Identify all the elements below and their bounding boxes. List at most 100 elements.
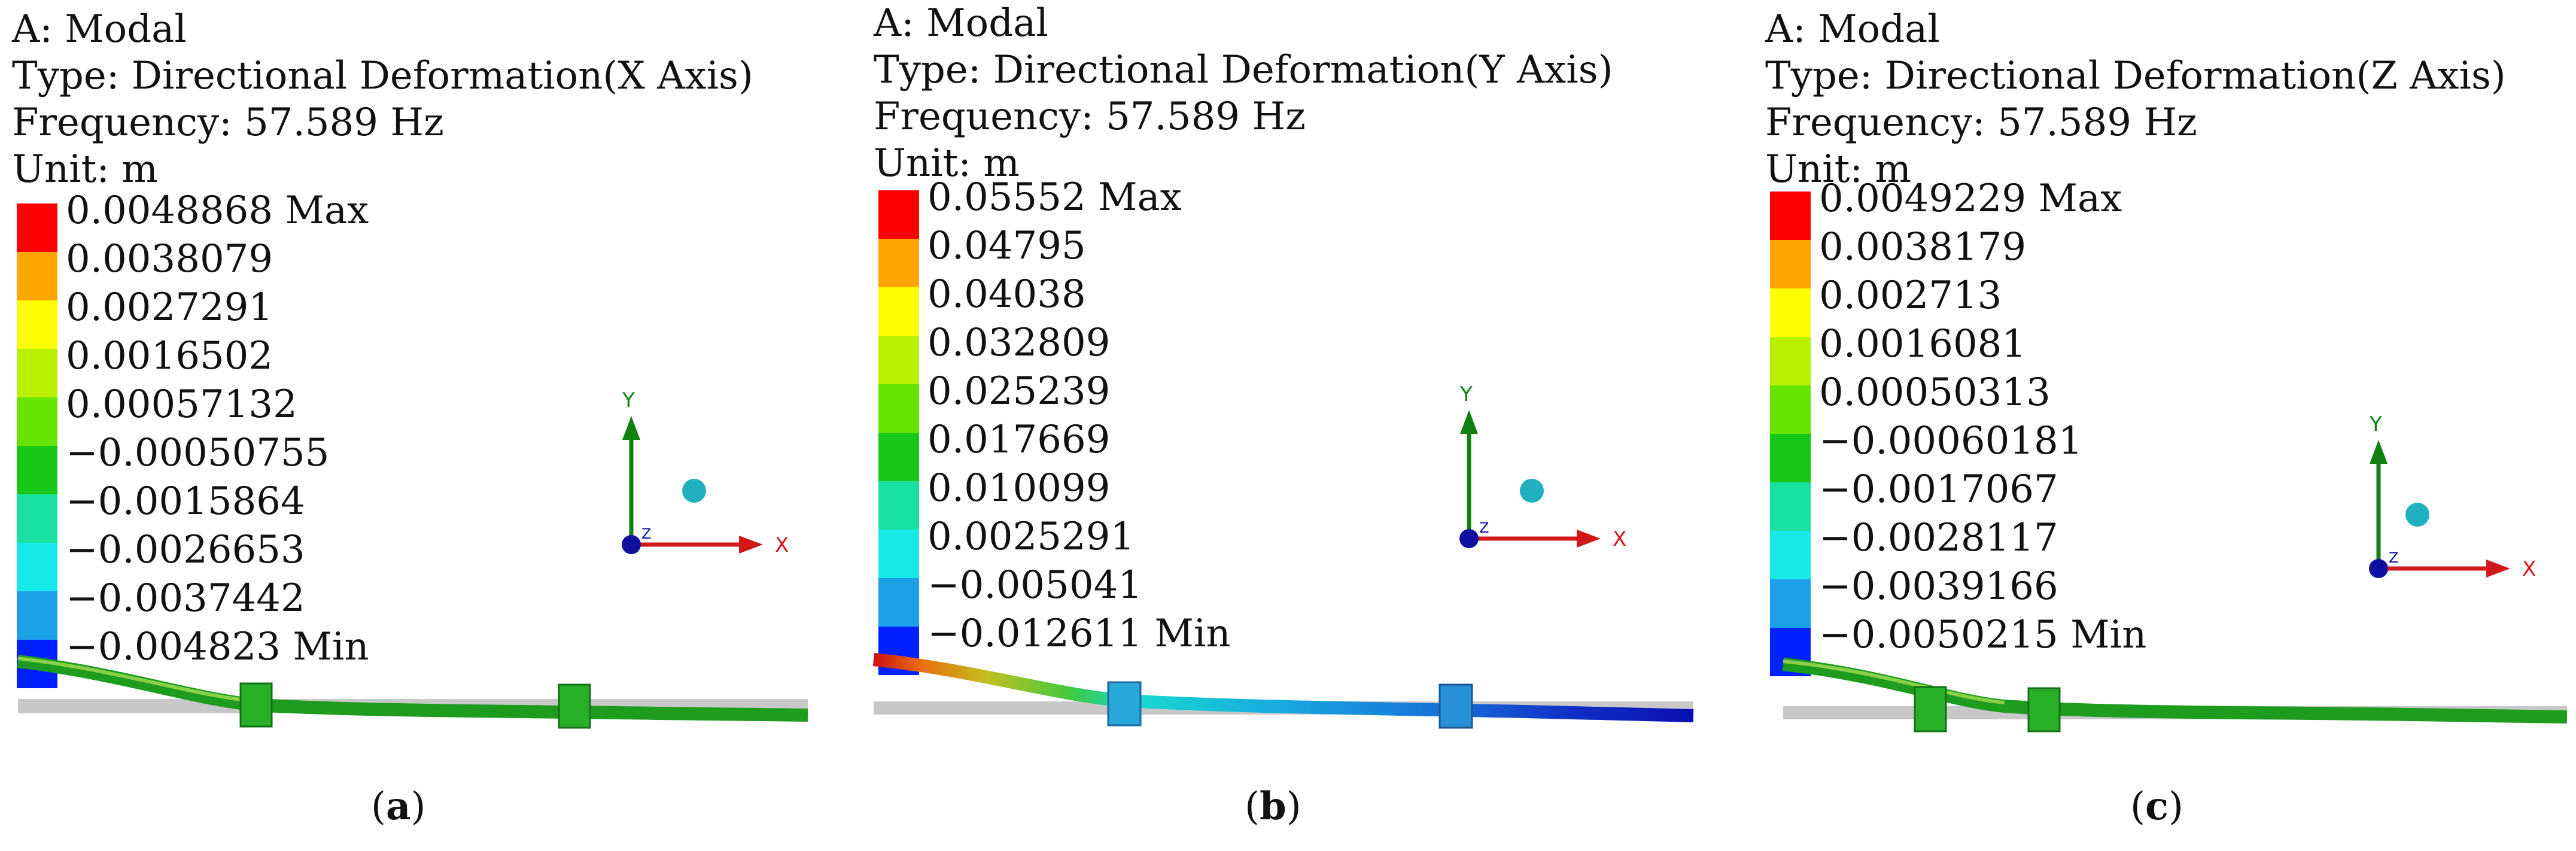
legend-swatch [878,433,919,481]
legend-value: 0.032809 [927,321,1111,365]
legend-value: 0.0016081 [1819,322,2027,366]
legend-value: 0.0049229 Max [1819,177,2122,221]
legend-swatch [17,397,57,446]
bearing-1 [1107,681,1142,727]
legend-swatch [878,384,919,433]
legend-value: 0.017669 [927,418,1111,462]
result-type: Type: Directional Deformation(Z Axis) [1765,54,2506,98]
legend-swatch [17,300,57,349]
result-type: Type: Directional Deformation(X Axis) [12,54,753,98]
beam-highlight [17,657,258,703]
x-axis-arrowhead [2486,560,2510,578]
legend-value: −0.0050215 Min [1819,613,2147,657]
legend-swatch [878,287,919,336]
frequency-label: Frequency: 57.589 Hz [1765,101,2197,145]
y-axis-arrowhead [1460,410,1478,434]
y-axis-arrowhead [622,416,640,440]
legend-value: −0.012611 Min [927,612,1231,656]
legend-swatch [878,239,919,287]
legend-value: −0.00050755 [66,431,330,475]
x-axis-label: X [1613,527,1626,551]
result-header: A: Modal Type: Directional Deformation(Z… [1765,6,2506,193]
legend-value: 0.002713 [1819,273,2002,318]
x-axis-label: X [2522,557,2536,581]
analysis-name: A: Modal [12,7,187,51]
coordinate-triad: Y X Z [1459,382,1626,551]
beam [872,653,1694,722]
legend-value: −0.0028117 [1819,516,2058,560]
legend-value: 0.0027291 [66,285,273,330]
legend-swatch [1770,288,1811,337]
legend-swatch [17,252,57,300]
legend-swatch [17,591,57,640]
legend-value: −0.005041 [927,563,1142,607]
color-legend: 0.0049229 Max 0.0038179 0.002713 0.0016081 0… [1770,180,2146,676]
legend-value: −0.0026653 [66,528,305,572]
color-legend: 0.05552 Max 0.04795 0.04038 0.032809 0.02523… [878,178,1237,675]
legend-swatch [17,543,57,591]
z-axis-label: Z [641,525,651,542]
legend-value: 0.00050313 [1819,370,2051,415]
analysis-name: A: Modal [874,1,1048,45]
legend-value: 0.04038 [927,272,1086,317]
legend-value: 0.010099 [927,466,1111,510]
color-legend: 0.0048868 Max 0.0038079 0.0027291 0.0016502… [17,192,376,688]
legend-swatch [17,494,57,543]
legend-swatch [17,349,57,397]
analysis-name: A: Modal [1765,7,1940,51]
caption-b: (b) [1245,784,1301,829]
legend-swatch [878,578,919,627]
legend-value: −0.0039166 [1819,564,2058,609]
result-type: Type: Directional Deformation(Y Axis) [874,48,1613,92]
legend-value: 0.0048868 Max [66,189,369,233]
legend-value: 0.05552 Max [927,175,1182,220]
bearing-1 [1914,686,1947,733]
unit-label: Unit: m [12,147,158,192]
x-axis-label: X [775,533,789,557]
legend-swatch [1770,434,1811,482]
legend-value: 0.0025291 [927,515,1135,559]
legend-swatch [1770,240,1811,288]
legend-swatch [878,336,919,384]
deformed-model [17,655,808,729]
z-axis-dot [1459,529,1479,548]
triad-sphere [682,479,706,503]
legend-swatch [17,203,57,252]
y-axis-arrowhead [2370,440,2388,464]
bearing-2 [1438,683,1473,729]
frequency-label: Frequency: 57.589 Hz [12,101,444,145]
legend-swatch [1770,482,1811,531]
legend-value: 0.0038079 [66,237,273,281]
deformed-model [1782,658,2568,733]
beam [17,655,808,722]
legend-swatch [1770,579,1811,628]
unit-label: Unit: m [874,141,1020,186]
caption-a: (a) [371,784,426,829]
beam-highlight [1783,659,2005,704]
y-axis-label: Y [1459,382,1473,406]
z-axis-label: Z [2389,549,2398,566]
legend-value: −0.0017067 [1819,467,2058,512]
deformed-model [872,653,1694,729]
legend-value: 0.025239 [927,369,1111,414]
y-axis-label: Y [2369,412,2382,436]
y-axis-label: Y [622,388,635,412]
z-axis-label: Z [1479,519,1489,536]
legend-value: −0.0015864 [66,479,305,524]
legend-swatch [878,530,919,578]
triad-sphere [2405,503,2429,527]
legend-value: 0.04795 [927,224,1086,268]
triad-sphere [1520,479,1544,503]
legend-value: 0.0016502 [66,334,273,378]
panel-b: A: Modal Type: Directional Deformation(Y… [862,0,1732,851]
x-axis-arrowhead [739,536,763,554]
bearing-2 [558,683,591,729]
z-axis-dot [2369,559,2388,578]
caption-c: (c) [2130,784,2183,829]
z-axis-dot [622,535,641,554]
legend-swatch [17,446,57,494]
legend-value: −0.004823 Min [66,625,369,669]
legend-swatch [1770,531,1811,579]
coordinate-triad: Y X Z [2369,412,2536,581]
legend-value: −0.0037442 [66,576,305,621]
